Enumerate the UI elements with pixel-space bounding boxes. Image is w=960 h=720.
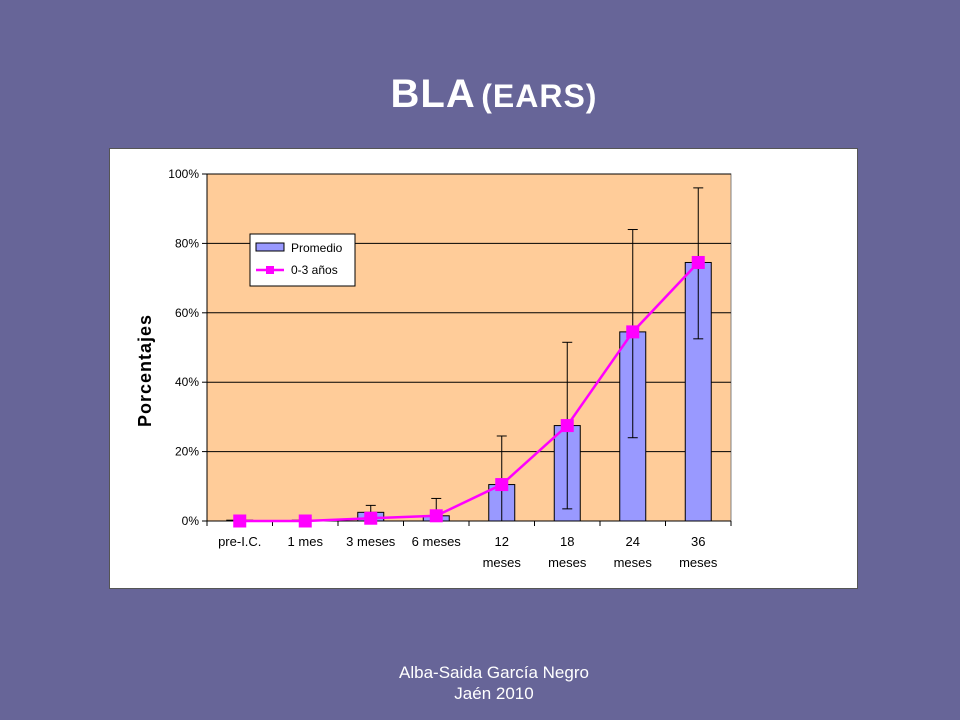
slide-title: BLA (EARS) [0, 72, 960, 117]
chart-svg: 0% 20% 40% 60% 80% 100% pre-I.C. 1 mes 3 meses 6 … [135, 167, 732, 570]
legend-label-bar: Promedio [291, 241, 343, 255]
line-marker [560, 419, 574, 433]
footer-author: Alba-Saida García Negro [399, 663, 589, 682]
line-marker [298, 514, 312, 528]
line-marker [233, 514, 247, 528]
y-tick-label: 0% [182, 514, 200, 528]
y-tick-label: 100% [168, 167, 199, 181]
y-axis-title: Porcentajes [135, 314, 155, 427]
x-tick-label: 6 meses [412, 534, 462, 549]
x-tick-label: 12 [495, 534, 509, 549]
x-tick-label: 36 [691, 534, 705, 549]
line-marker [364, 511, 378, 525]
slide-title-main: BLA [390, 72, 476, 116]
x-tick-label: 3 meses [346, 534, 396, 549]
legend-label-line: 0-3 años [291, 263, 338, 277]
series-line [239, 261, 700, 523]
x-tick-label: pre-I.C. [218, 534, 261, 549]
x-tick-label: 18 [560, 534, 574, 549]
footer-place-year: Jaén 2010 [454, 684, 534, 703]
chart-panel: 0% 20% 40% 60% 80% 100% pre-I.C. 1 mes 3 meses 6 … [109, 148, 858, 589]
y-tick-label: 40% [175, 375, 199, 389]
y-tick-label: 80% [175, 236, 199, 250]
line-marker [626, 325, 640, 339]
y-tick-label: 20% [175, 445, 199, 459]
line-marker [495, 478, 509, 492]
legend-swatch-marker [266, 266, 274, 274]
slide-title-sub: (EARS) [481, 78, 598, 114]
x-tick-label: 1 mes [288, 534, 324, 549]
legend-swatch-bar [255, 242, 285, 252]
x-tick-label: meses [614, 555, 653, 570]
x-tick-label: meses [483, 555, 522, 570]
plot-area [206, 173, 732, 522]
y-tick-label: 60% [175, 306, 199, 320]
line-marker [691, 255, 705, 269]
x-tick-label: meses [679, 555, 718, 570]
line-marker [429, 509, 443, 523]
footer: Alba-Saida García Negro Jaén 2010 [0, 662, 960, 704]
x-tick-label: 24 [626, 534, 640, 549]
x-tick-label: meses [548, 555, 587, 570]
